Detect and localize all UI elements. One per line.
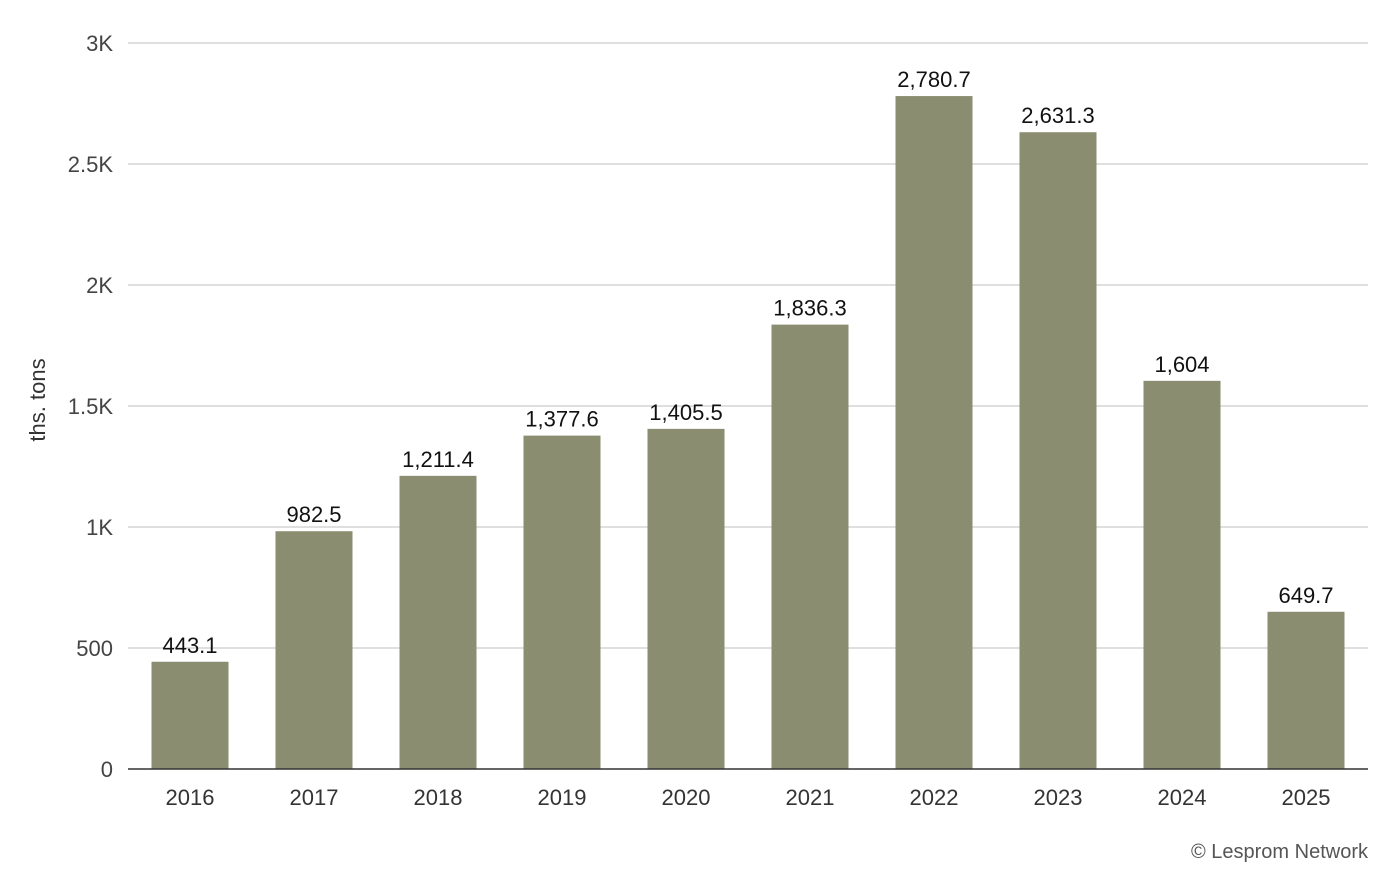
bar xyxy=(399,475,477,769)
y-tick-label: 1.5K xyxy=(68,394,114,419)
x-tick-label: 2016 xyxy=(166,785,215,810)
x-tick-label: 2017 xyxy=(290,785,339,810)
bar xyxy=(1019,132,1097,769)
bar xyxy=(771,324,849,769)
bar xyxy=(523,435,601,769)
data-label: 982.5 xyxy=(286,502,341,527)
x-tick-label: 2022 xyxy=(910,785,959,810)
data-label: 1,836.3 xyxy=(773,296,846,321)
y-tick-label: 500 xyxy=(76,636,113,661)
data-label: 1,377.6 xyxy=(525,407,598,432)
data-label: 649.7 xyxy=(1278,583,1333,608)
x-tick-label: 2019 xyxy=(538,785,587,810)
data-label: 2,780.7 xyxy=(897,67,970,92)
bar xyxy=(151,661,229,769)
y-tick-label: 1K xyxy=(86,515,113,540)
x-tick-label: 2024 xyxy=(1158,785,1207,810)
data-label: 1,604 xyxy=(1154,352,1209,377)
y-axis-label: ths. tons xyxy=(25,358,50,441)
x-axis-ticks: 2016 2017 2018 2019 2020 2021 2022 2023 2024 2025 xyxy=(166,785,1331,810)
y-axis-ticks: 0 500 1K 1.5K 2K 2.5K 3K xyxy=(68,31,114,782)
bars xyxy=(151,96,1345,769)
bar xyxy=(895,96,973,769)
x-tick-label: 2025 xyxy=(1282,785,1331,810)
copyright-credit: © Lesprom Network xyxy=(1190,841,1368,863)
x-tick-label: 2018 xyxy=(414,785,463,810)
data-label: 443.1 xyxy=(162,633,217,658)
y-tick-label: 0 xyxy=(101,757,113,782)
y-tick-label: 3K xyxy=(86,31,113,56)
data-label: 1,211.4 xyxy=(402,447,474,472)
data-label: 1,405.5 xyxy=(649,400,722,425)
x-tick-label: 2021 xyxy=(786,785,835,810)
x-tick-label: 2023 xyxy=(1034,785,1083,810)
data-label: 2,631.3 xyxy=(1021,103,1094,128)
x-tick-label: 2020 xyxy=(662,785,711,810)
bar xyxy=(1143,380,1221,769)
value-labels: 443.1 982.5 1,211.4 1,377.6 1,405.5 1,836.3 2,… xyxy=(162,67,1333,658)
bar xyxy=(1267,611,1345,769)
bar xyxy=(647,428,725,769)
y-tick-label: 2.5K xyxy=(68,152,114,177)
bar xyxy=(275,531,353,769)
y-tick-label: 2K xyxy=(86,273,113,298)
